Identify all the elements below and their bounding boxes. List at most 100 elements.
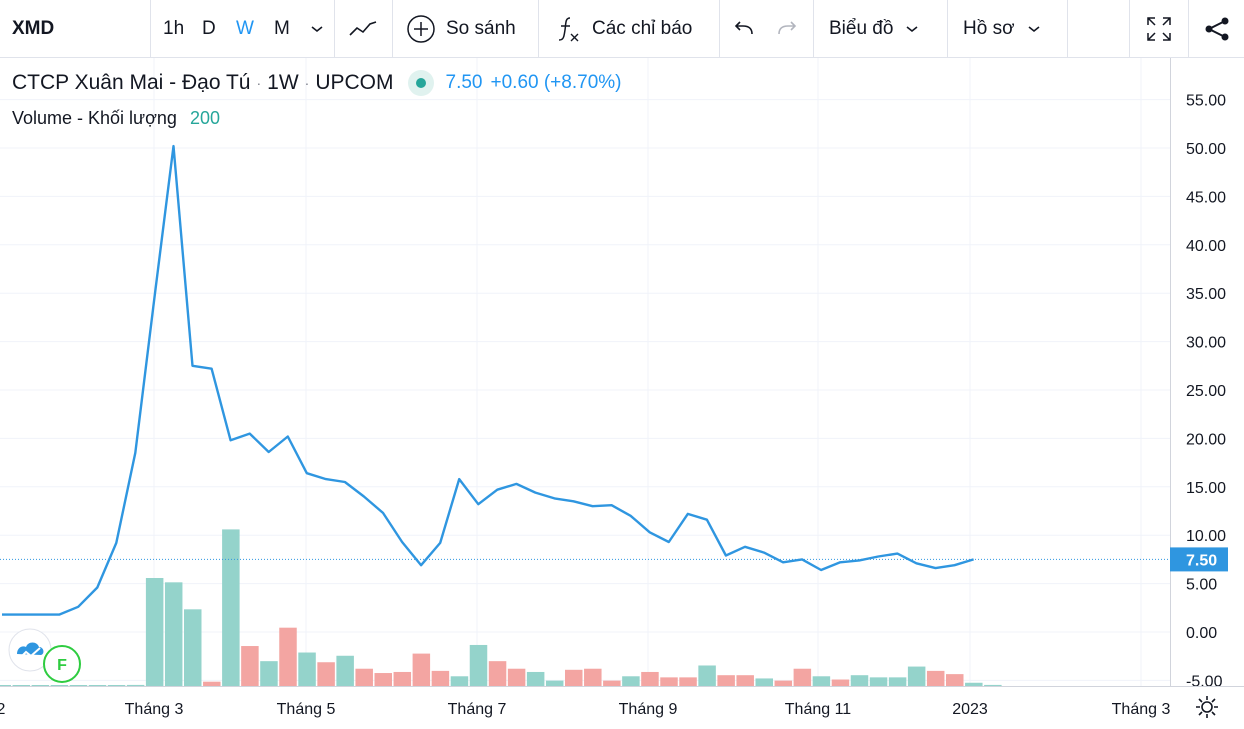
x-tick-label: Tháng 7: [448, 701, 507, 718]
toolbar-divider: [150, 0, 151, 58]
interval-month[interactable]: M: [274, 18, 290, 39]
volume-bar: [584, 668, 602, 686]
volume-legend-label: Volume - Khối lượng: [12, 108, 177, 128]
legend-dot-separator: ·: [304, 75, 310, 91]
volume-bar: [393, 671, 412, 686]
y-tick-label: 55.00: [1186, 93, 1226, 110]
y-tick-label: 5.00: [1186, 577, 1217, 594]
legend-title: CTCP Xuân Mai - Đạo Tú: [12, 71, 251, 94]
interval-1h[interactable]: 1h: [163, 18, 185, 39]
top-toolbar: XMD 1h D W M So sánh Các chỉ báo Biểu đồ…: [0, 0, 1244, 58]
toolbar-divider: [1188, 0, 1189, 58]
volume-bar: [926, 670, 945, 686]
volume-bar: [755, 678, 773, 686]
series-legend: CTCP Xuân Mai - Đạo Tú · 1W · UPCOM 7.50…: [12, 70, 621, 96]
toolbar-divider: [1129, 0, 1130, 58]
volume-bar: [164, 582, 183, 686]
legend-dot-separator: ·: [256, 75, 262, 91]
volume-bar: [355, 668, 373, 686]
plus-circle-icon: [407, 15, 435, 43]
price-chart[interactable]: 55.00 50.00 45.00 40.00 35.00 30.00 25.00 20.00…: [0, 58, 1244, 729]
x-tick-label: Tháng 3: [125, 701, 184, 718]
line-chart-icon[interactable]: [348, 0, 378, 58]
volume-bar: [736, 675, 754, 686]
symbol-search[interactable]: XMD: [12, 18, 55, 39]
y-tick-label: 25.00: [1186, 383, 1226, 400]
volume-bar: [850, 675, 869, 686]
volume-bar: [88, 685, 107, 686]
volume-bar: [831, 679, 850, 686]
x-tick-label: Tháng 3: [1112, 701, 1171, 718]
chart-type-label: Biểu đồ: [829, 18, 894, 39]
price-series-line: [2, 144, 974, 616]
chevron-down-icon: [1028, 26, 1040, 33]
volume-bar: [431, 670, 450, 686]
chevron-down-icon: [906, 26, 918, 33]
interval-week[interactable]: W: [236, 18, 254, 39]
volume-bar: [965, 682, 983, 686]
volume-bar: [107, 685, 126, 686]
y-tick-label: 10.00: [1186, 528, 1226, 545]
volume-bar: [203, 681, 221, 686]
legend-last-price: 7.50: [445, 72, 483, 93]
tradingview-logo-icon[interactable]: [8, 628, 52, 677]
y-tick-label: 40.00: [1186, 238, 1226, 255]
legend-exchange: UPCOM: [315, 71, 394, 94]
volume-bar: [0, 685, 11, 686]
settings-gear-icon[interactable]: [1194, 694, 1220, 725]
volume-bar: [717, 675, 735, 686]
volume-bar: [888, 677, 907, 686]
volume-bar: [222, 529, 240, 686]
volume-bar: [336, 655, 354, 686]
volume-bar: [507, 668, 526, 686]
volume-legend: Volume - Khối lượng 200: [12, 108, 220, 129]
x-tick-label: 022: [0, 701, 5, 718]
financials-badge-icon[interactable]: F: [42, 644, 82, 689]
volume-legend-value: 200: [189, 108, 220, 128]
volume-bar: [545, 680, 564, 686]
chart-type-button[interactable]: Biểu đồ: [829, 0, 919, 58]
volume-bar: [622, 676, 640, 686]
volume-bar: [412, 653, 431, 686]
volume-bar: [184, 609, 202, 686]
volume-bar: [946, 674, 964, 686]
profile-button[interactable]: Hồ sơ: [963, 0, 1041, 58]
interval-day[interactable]: D: [202, 18, 216, 39]
profile-label: Hồ sơ: [963, 18, 1015, 39]
volume-bar: [450, 676, 469, 686]
x-tick-label: Tháng 5: [277, 701, 336, 718]
volume-bar: [774, 680, 793, 686]
x-tick-label: 2023: [952, 701, 988, 718]
toolbar-divider: [392, 0, 393, 58]
toolbar-divider: [1067, 0, 1068, 58]
share-icon[interactable]: [1203, 0, 1231, 58]
volume-bar: [241, 646, 259, 686]
compare-button[interactable]: So sánh: [406, 0, 516, 58]
toolbar-divider: [334, 0, 335, 58]
y-tick-label: 15.00: [1186, 480, 1226, 497]
volume-bar: [641, 671, 659, 686]
volume-bar: [869, 677, 888, 686]
redo-icon[interactable]: [775, 0, 799, 58]
undo-icon[interactable]: [732, 0, 756, 58]
volume-bar: [126, 684, 145, 686]
volume-bars: [0, 529, 1002, 686]
toolbar-divider: [538, 0, 539, 58]
indicators-button[interactable]: Các chỉ báo: [556, 0, 692, 58]
y-tick-label: 50.00: [1186, 141, 1226, 158]
x-tick-label: Tháng 11: [785, 701, 852, 718]
volume-bar: [374, 673, 392, 686]
volume-bar: [317, 662, 335, 686]
volume-bar: [793, 668, 812, 686]
fullscreen-icon[interactable]: [1145, 0, 1173, 58]
volume-bar: [488, 661, 507, 686]
volume-bar: [298, 652, 316, 686]
price-axis[interactable]: 55.00 50.00 45.00 40.00 35.00 30.00 25.00 20.00…: [1170, 58, 1228, 690]
legend-interval: 1W: [267, 71, 299, 94]
market-status-icon[interactable]: [407, 70, 434, 96]
y-tick-label: 30.00: [1186, 335, 1226, 352]
volume-bar: [279, 627, 297, 686]
interval-chevron-down-icon[interactable]: [310, 0, 324, 58]
volume-bar: [526, 671, 545, 686]
time-axis[interactable]: 022 Tháng 3 Tháng 5 Tháng 7 Tháng 9 Tháng 11 2…: [0, 686, 1244, 719]
